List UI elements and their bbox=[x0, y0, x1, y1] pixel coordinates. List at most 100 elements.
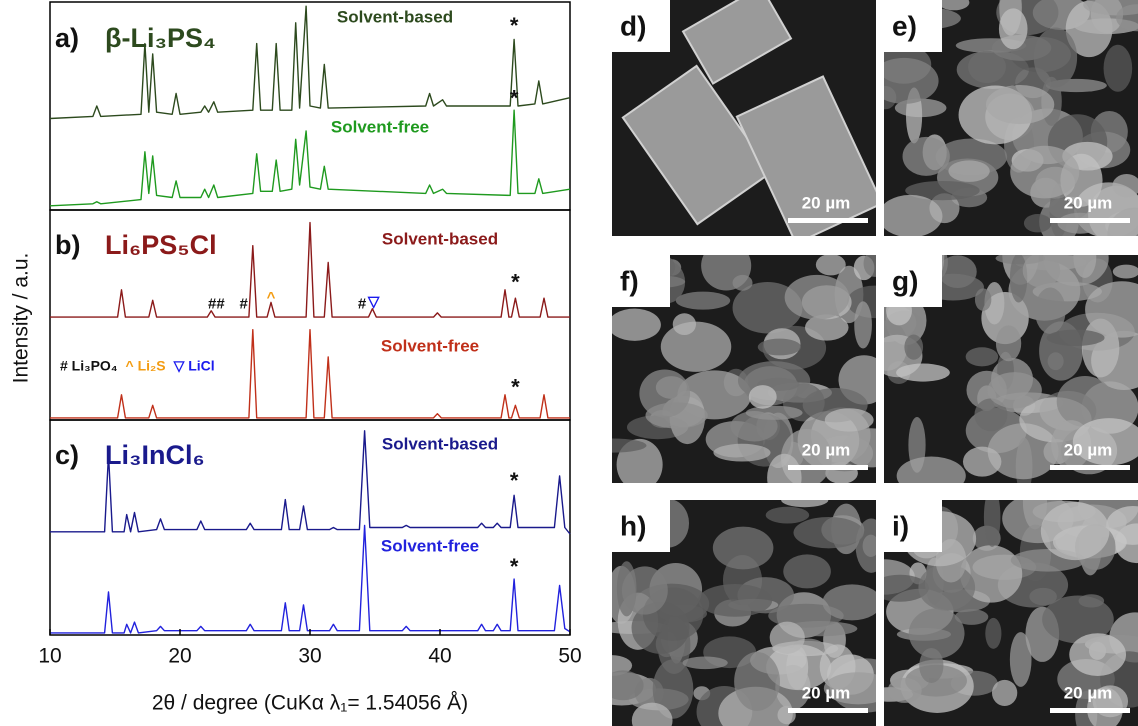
particle bbox=[639, 369, 690, 417]
particle bbox=[864, 250, 886, 277]
particle bbox=[822, 584, 881, 620]
particle bbox=[888, 678, 922, 703]
particle bbox=[767, 454, 801, 502]
peak-marker: ^ bbox=[267, 289, 276, 306]
peak-marker: * bbox=[510, 13, 519, 38]
image-label: d) bbox=[620, 10, 646, 41]
peak-marker: # bbox=[240, 295, 249, 312]
particle bbox=[713, 527, 774, 570]
particle bbox=[1034, 28, 1077, 88]
particle bbox=[1104, 45, 1133, 92]
particle bbox=[984, 488, 1001, 547]
panel-label: b) bbox=[55, 230, 80, 260]
particle bbox=[758, 339, 801, 356]
peak-marker: # bbox=[358, 295, 367, 312]
sem-image: f) 20 µm bbox=[578, 241, 901, 501]
panel-title: β-Li₃PS₄ bbox=[105, 23, 216, 53]
image-label: i) bbox=[892, 510, 909, 541]
series-label: Solvent-based bbox=[382, 229, 498, 248]
peak-marker: * bbox=[510, 554, 519, 579]
sem-image: h)20 µm bbox=[588, 493, 903, 726]
y-axis-label: Intensity / a.u. bbox=[10, 253, 33, 384]
particle bbox=[999, 8, 1028, 49]
particle bbox=[766, 507, 809, 524]
particle bbox=[896, 364, 950, 382]
particle bbox=[1035, 288, 1066, 334]
image-label: f) bbox=[620, 265, 639, 296]
x-tick-label: 20 bbox=[168, 645, 191, 668]
series-label: Solvent-free bbox=[331, 117, 429, 136]
image-label: g) bbox=[892, 265, 918, 296]
particle bbox=[992, 680, 1017, 706]
particle bbox=[870, 58, 939, 104]
particle bbox=[608, 309, 661, 341]
scale-bar bbox=[788, 708, 868, 713]
particle bbox=[996, 325, 1021, 361]
particle bbox=[622, 566, 668, 614]
sem-image: e) 20 µm bbox=[870, 0, 1138, 262]
particle bbox=[1023, 253, 1061, 288]
figure: a) β-Li₃PS₄ Solvent-based Solvent-free * * b) L… bbox=[0, 0, 1138, 726]
particle bbox=[955, 609, 988, 625]
scale-bar bbox=[788, 218, 868, 223]
particle bbox=[856, 519, 888, 573]
x-axis-label: 2θ / degree (CuKα λ₁= 1.54056 Å) bbox=[152, 692, 468, 715]
xrd-line bbox=[50, 330, 570, 418]
particle bbox=[770, 622, 805, 654]
particle bbox=[816, 254, 846, 275]
scale-label: 20 µm bbox=[1064, 440, 1113, 459]
series-label: Solvent-free bbox=[381, 336, 479, 355]
panel-title: Li₃InCl₆ bbox=[105, 440, 205, 470]
image-label: e) bbox=[892, 10, 917, 41]
scale-bar bbox=[1050, 708, 1130, 713]
particle bbox=[1041, 502, 1110, 560]
scale-label: 20 µm bbox=[1064, 193, 1113, 212]
particle bbox=[986, 85, 1054, 124]
peak-marker: ## bbox=[208, 295, 225, 312]
particle bbox=[673, 313, 696, 335]
peak-marker: * bbox=[511, 269, 520, 294]
particle bbox=[661, 322, 731, 372]
x-tick-label: 30 bbox=[298, 645, 321, 668]
x-tick-label: 50 bbox=[558, 645, 581, 668]
particle bbox=[698, 584, 772, 617]
series-label: Solvent-based bbox=[337, 7, 453, 26]
xrd-line bbox=[50, 525, 570, 633]
peak-marker: ▽ bbox=[367, 293, 380, 310]
particle bbox=[734, 652, 780, 711]
particle bbox=[963, 447, 1001, 477]
sem-image: d) 20 µm bbox=[612, 0, 882, 244]
peak-marker: * bbox=[510, 86, 519, 111]
panel-label: c) bbox=[55, 440, 79, 470]
particle bbox=[985, 618, 1001, 649]
particle bbox=[878, 195, 942, 237]
particle bbox=[1048, 352, 1064, 370]
panel-title: Li₆PS₅Cl bbox=[105, 230, 217, 260]
particle bbox=[948, 160, 989, 182]
particle bbox=[578, 438, 646, 452]
phase-legend: ▽ LiCl bbox=[173, 358, 215, 374]
particle bbox=[987, 372, 1041, 408]
particle bbox=[713, 444, 770, 462]
scale-label: 20 µm bbox=[802, 683, 851, 702]
particle bbox=[919, 648, 943, 683]
panel-label: a) bbox=[55, 23, 79, 53]
particle bbox=[975, 288, 991, 311]
particle bbox=[746, 406, 803, 420]
particle bbox=[1069, 633, 1126, 676]
particle bbox=[1010, 146, 1079, 199]
xrd-line bbox=[50, 110, 570, 206]
scale-label: 20 µm bbox=[802, 193, 851, 212]
series-label: Solvent-based bbox=[382, 434, 498, 453]
peak-marker: * bbox=[510, 468, 519, 493]
sem-image: g) 20 µm bbox=[855, 227, 1138, 496]
scale-bar bbox=[788, 465, 868, 470]
particle bbox=[682, 656, 727, 669]
scale-label: 20 µm bbox=[802, 440, 851, 459]
sem-image: i)20 µm bbox=[854, 476, 1138, 726]
particle bbox=[701, 241, 751, 290]
particle bbox=[676, 292, 730, 310]
particle bbox=[602, 670, 643, 700]
particle bbox=[781, 493, 828, 507]
particle bbox=[903, 137, 950, 176]
